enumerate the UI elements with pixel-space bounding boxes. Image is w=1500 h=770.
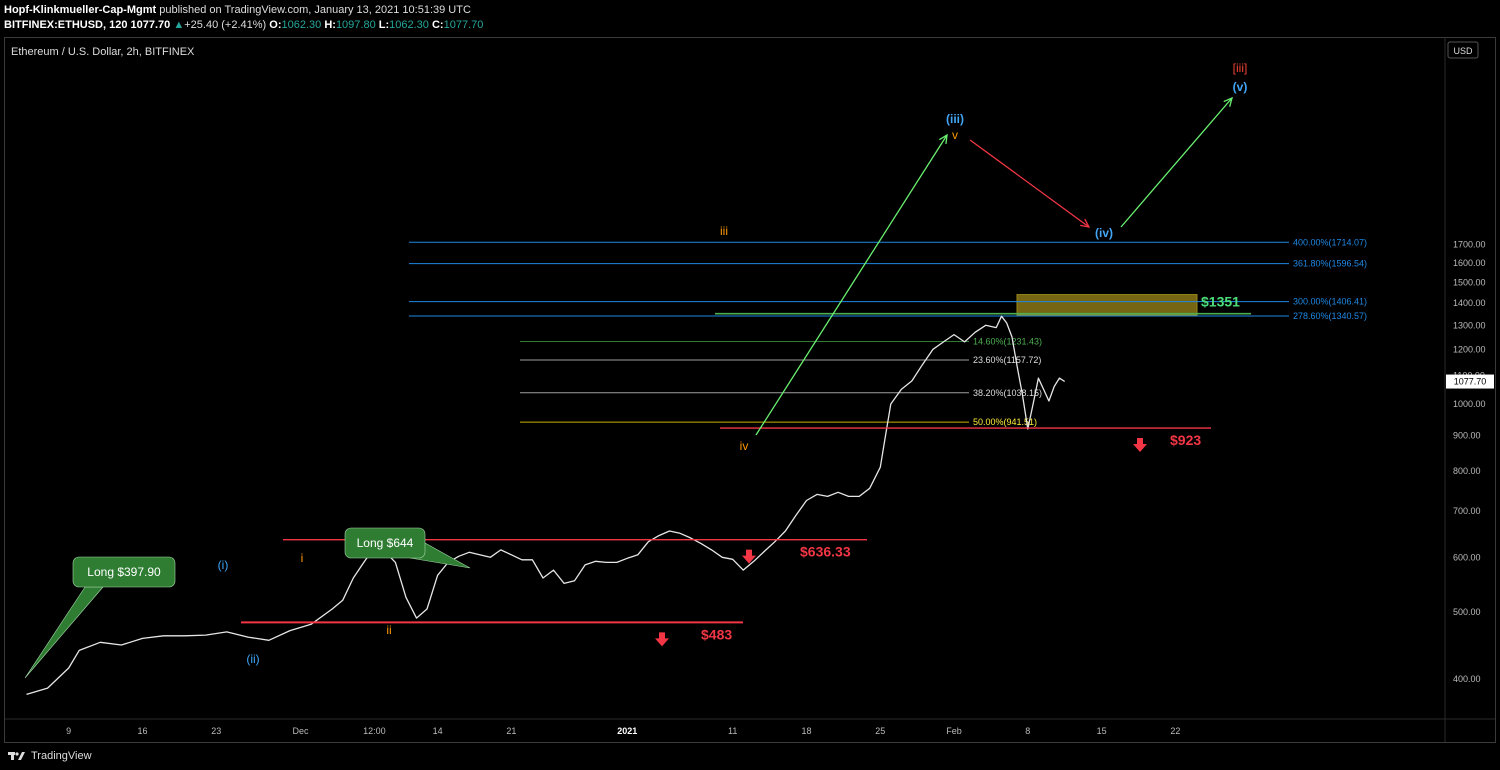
x-tick-label: Dec: [293, 726, 310, 736]
high-label: H:: [324, 19, 336, 31]
y-tick-label: 1400.00: [1453, 298, 1486, 308]
y-tick-label: 1500.00: [1453, 277, 1486, 287]
wave-label: iii: [720, 224, 728, 238]
wave-label: v: [952, 128, 958, 142]
fib-level-label: 278.60%(1340.57): [1293, 311, 1367, 321]
chart-header: Hopf-Klinkmueller-Cap-Mgmt published on …: [0, 0, 1500, 34]
symbol-label[interactable]: BITFINEX:ETHUSD, 120: [4, 19, 128, 31]
x-tick-label: 18: [801, 726, 811, 736]
callout-box: [72, 556, 176, 588]
publish-line: Hopf-Klinkmueller-Cap-Mgmt published on …: [4, 4, 471, 16]
fib-level-label: 14.60%(1231.43): [973, 337, 1042, 347]
y-tick-label: 1300.00: [1453, 320, 1486, 330]
y-tick-label: 1700.00: [1453, 240, 1486, 250]
projection-arrow-up-2-head: [1223, 96, 1233, 107]
wave-label: iv: [740, 439, 749, 453]
tradingview-logo[interactable]: TradingView: [8, 750, 92, 762]
y-tick-label: 1200.00: [1453, 344, 1486, 354]
down-arrow-icon: [655, 632, 669, 647]
wave-label: i: [301, 551, 304, 565]
fib-level-label: 300.00%(1406.41): [1293, 297, 1367, 307]
x-tick-label: 8: [1025, 726, 1030, 736]
wave-label: [iii]: [1233, 61, 1248, 75]
down-arrow-icon: [1133, 438, 1147, 453]
y-tick-label: 900.00: [1453, 431, 1481, 441]
callout-label: Long $397.90: [87, 565, 161, 579]
wave-label: (v): [1233, 80, 1248, 94]
projection-arrow-down-head: [1080, 218, 1091, 228]
x-tick-label: 11: [728, 726, 737, 736]
projection-arrow-up-head: [939, 133, 948, 145]
projection-arrow-up-2: [1120, 97, 1233, 228]
last-price: 1077.70: [130, 19, 171, 31]
y-tick-label: 700.00: [1453, 506, 1481, 516]
low-label: L:: [378, 19, 390, 31]
change-value: +25.40 (+2.41%): [184, 19, 267, 31]
wave-label: (iii): [946, 112, 964, 126]
close-value: 1077.70: [443, 19, 484, 31]
wave-label: ii: [386, 623, 391, 637]
x-tick-label: 21: [506, 726, 516, 736]
tradingview-icon: [8, 752, 25, 760]
x-tick-label: 16: [137, 726, 147, 736]
x-tick-label: Feb: [946, 726, 962, 736]
price-series-line: [26, 315, 1066, 696]
low-value: 1062.30: [389, 19, 429, 31]
callout-box: [344, 527, 426, 559]
brand-name: TradingView: [31, 750, 92, 762]
x-tick-label: 9: [66, 726, 71, 736]
y-tick-label: 400.00: [1453, 674, 1481, 684]
wave-label: (ii): [246, 652, 259, 666]
y-tick-label: 600.00: [1453, 552, 1481, 562]
fib-level-label: 361.80%(1596.54): [1293, 259, 1367, 269]
footer: TradingView: [0, 743, 1500, 770]
chart-panel[interactable]: Ethereum / U.S. Dollar, 2h, BITFINEX USD 1…: [4, 37, 1496, 743]
last-price-badge-label: 1077.70: [1454, 377, 1487, 387]
y-tick-label: 1000.00: [1453, 399, 1486, 409]
open-value: 1062.30: [281, 19, 322, 31]
stop-level-label: $923: [1170, 432, 1201, 448]
x-tick-label: 14: [433, 726, 443, 736]
stop-level-label: $636.33: [800, 544, 851, 560]
target-level-label: $1351: [1201, 294, 1240, 310]
fib-level-label: 50.00%(941.51): [973, 417, 1037, 427]
open-label: O:: [269, 19, 282, 31]
callout-label: Long $644: [357, 536, 414, 550]
price-chart[interactable]: Ethereum / U.S. Dollar, 2h, BITFINEX USD 1…: [5, 38, 1495, 742]
ohlc-line: BITFINEX:ETHUSD, 120 1077.70 ▲+25.40 (+2…: [4, 19, 483, 31]
author-name[interactable]: Hopf-Klinkmueller-Cap-Mgmt: [4, 4, 157, 16]
currency-button: [1447, 41, 1479, 59]
x-tick-label: 12:00: [363, 726, 386, 736]
currency-button-label: USD: [1453, 46, 1473, 56]
x-tick-label: 23: [211, 726, 221, 736]
wave-label: (iv): [1095, 226, 1113, 240]
projection-arrow-up: [755, 134, 948, 436]
stop-level-label: $483: [701, 626, 732, 642]
fib-level-label: 400.00%(1714.07): [1293, 237, 1367, 247]
down-arrow-icon: [742, 549, 756, 564]
high-value: 1097.80: [335, 19, 376, 31]
fib-level-label: 23.60%(1157.72): [973, 355, 1041, 365]
callout-pointer: [24, 586, 104, 679]
last-price-badge: [1446, 374, 1494, 389]
chart-title: Ethereum / U.S. Dollar, 2h, BITFINEX: [11, 46, 195, 58]
x-tick-label: 25: [875, 726, 885, 736]
wave-label: (i): [218, 558, 229, 572]
change-up-icon: ▲: [173, 19, 185, 31]
y-tick-label: 800.00: [1453, 466, 1481, 476]
publish-info: published on TradingView.com, January 13…: [159, 4, 471, 16]
target-zone-box: [1016, 294, 1198, 316]
x-tick-label: 15: [1097, 726, 1107, 736]
close-label: C:: [431, 19, 444, 31]
y-tick-label: 1600.00: [1453, 258, 1486, 268]
x-tick-label: 2021: [617, 726, 637, 736]
x-tick-label: 22: [1170, 726, 1180, 736]
fib-level-label: 38.20%(1038.15): [973, 388, 1042, 398]
projection-arrow-down: [969, 139, 1090, 228]
y-tick-label: 500.00: [1453, 607, 1481, 617]
